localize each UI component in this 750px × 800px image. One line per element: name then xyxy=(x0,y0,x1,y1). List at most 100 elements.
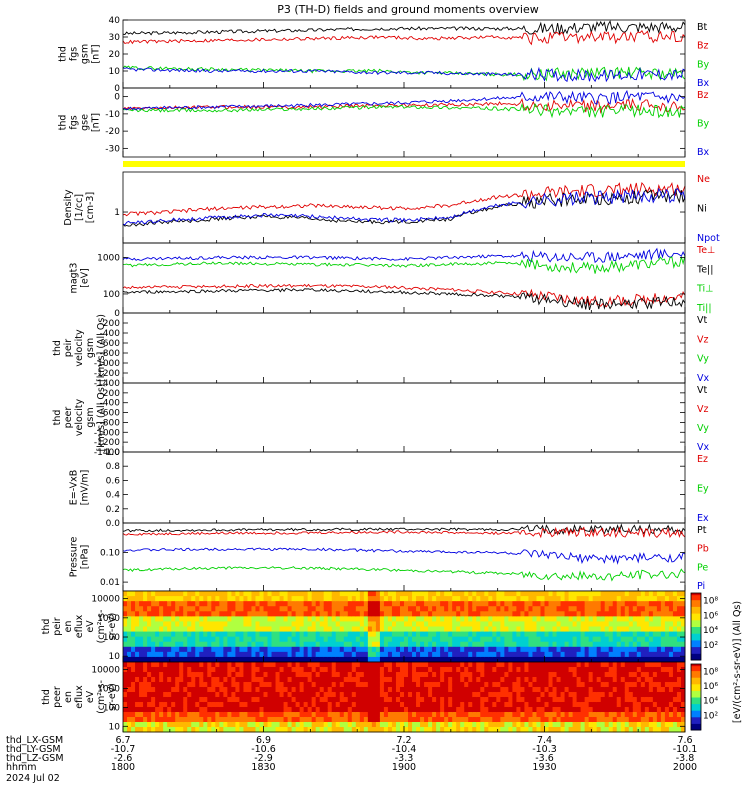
heatmap-cell xyxy=(319,722,325,728)
heatmap-cell xyxy=(440,662,445,668)
heatmap-cell xyxy=(460,596,465,602)
heatmap-cell xyxy=(291,682,297,688)
heatmap-cell xyxy=(363,616,369,622)
heatmap-cell xyxy=(520,631,525,638)
heatmap-cell xyxy=(440,717,445,723)
heatmap-cell xyxy=(163,682,168,688)
heatmap-cell xyxy=(307,667,313,673)
heatmap-cell xyxy=(480,641,485,648)
heatmap-cell xyxy=(191,687,196,693)
heatmap-cell xyxy=(416,687,421,693)
heatmap-cell xyxy=(668,692,674,698)
heatmap-cell xyxy=(516,702,521,708)
heatmap-cell xyxy=(299,631,305,638)
heatmap-cell xyxy=(195,692,200,698)
heatmap-cell xyxy=(412,616,417,622)
heatmap-cell xyxy=(504,662,509,668)
heatmap-cell xyxy=(247,656,252,663)
heatmap-cell xyxy=(668,621,674,627)
colorbar-cell xyxy=(691,613,701,616)
heatmap-cell xyxy=(428,601,433,607)
heatmap-cell xyxy=(404,707,409,713)
heatmap-cell xyxy=(660,641,666,648)
heatmap-cell xyxy=(548,616,554,622)
heatmap-cell xyxy=(215,677,220,683)
heatmap-cell xyxy=(480,606,485,612)
heatmap-cell xyxy=(387,692,393,698)
heatmap-cell xyxy=(191,667,196,673)
heatmap-cell xyxy=(147,697,152,703)
heatmap-cell xyxy=(263,641,269,648)
heatmap-cell xyxy=(612,667,618,673)
heatmap-cell xyxy=(412,707,417,713)
heatmap-cell xyxy=(648,601,654,607)
heatmap-cell xyxy=(564,631,570,638)
heatmap-cell xyxy=(476,687,481,693)
heatmap-cell xyxy=(247,621,252,627)
heatmap-cell xyxy=(259,697,264,703)
heatmap-cell xyxy=(556,662,562,668)
heatmap-cell xyxy=(544,656,550,663)
heatmap-cell xyxy=(307,672,313,678)
heatmap-cell xyxy=(404,646,409,653)
colorbar-cell xyxy=(691,672,701,675)
heatmap-cell xyxy=(255,591,260,597)
heatmap-cell xyxy=(576,662,582,668)
heatmap-cell xyxy=(592,651,598,658)
heatmap-cell xyxy=(636,616,642,622)
heatmap-cell xyxy=(315,651,321,658)
heatmap-cell xyxy=(123,677,128,683)
heatmap-cell xyxy=(399,672,405,678)
heatmap-cell xyxy=(484,641,489,648)
heatmap-cell xyxy=(604,672,610,678)
heatmap-cell xyxy=(440,646,445,653)
heatmap-cell xyxy=(187,591,192,597)
heatmap-cell xyxy=(648,606,654,612)
heatmap-cell xyxy=(488,601,493,607)
heatmap-cell xyxy=(576,646,582,653)
heatmap-cell xyxy=(311,667,317,673)
heatmap-cell xyxy=(179,656,184,663)
heatmap-cell xyxy=(644,712,650,718)
heatmap-cell xyxy=(311,722,317,728)
heatmap-cell xyxy=(512,672,517,678)
heatmap-cell xyxy=(279,707,285,713)
colorbar-tick-label: 10⁸ xyxy=(703,667,718,677)
heatmap-cell xyxy=(343,606,349,612)
heatmap-cell xyxy=(255,651,260,658)
heatmap-cell xyxy=(211,692,216,698)
heatmap-cell xyxy=(508,601,513,607)
heatmap-cell xyxy=(460,687,465,693)
heatmap-cell xyxy=(187,667,192,673)
heatmap-cell xyxy=(335,646,341,653)
heatmap-cell xyxy=(452,646,457,653)
heatmap-cell xyxy=(632,626,638,633)
heatmap-cell xyxy=(420,727,425,733)
heatmap-cell xyxy=(271,656,277,663)
heatmap-cell xyxy=(355,636,361,643)
heatmap-cell xyxy=(191,677,196,683)
heatmap-cell xyxy=(247,651,252,658)
heatmap-cell xyxy=(672,596,678,602)
heatmap-cell xyxy=(596,692,602,698)
heatmap-cell xyxy=(291,667,297,673)
heatmap-cell xyxy=(315,697,321,703)
heatmap-cell xyxy=(175,682,180,688)
heatmap-cell xyxy=(632,631,638,638)
heatmap-cell xyxy=(424,712,429,718)
heatmap-cell xyxy=(548,712,554,718)
heatmap-cell xyxy=(608,672,614,678)
heatmap-cell xyxy=(187,687,192,693)
heatmap-cell xyxy=(468,656,473,663)
heatmap-cell xyxy=(596,712,602,718)
heatmap-cell xyxy=(544,662,550,668)
heatmap-cell xyxy=(223,591,228,597)
heatmap-cell xyxy=(664,616,670,622)
heatmap-cell xyxy=(131,662,136,668)
heatmap-cell xyxy=(572,682,578,688)
heatmap-cell xyxy=(251,611,256,617)
heatmap-cell xyxy=(131,636,136,643)
heatmap-cell xyxy=(371,641,377,648)
heatmap-cell xyxy=(584,646,590,653)
